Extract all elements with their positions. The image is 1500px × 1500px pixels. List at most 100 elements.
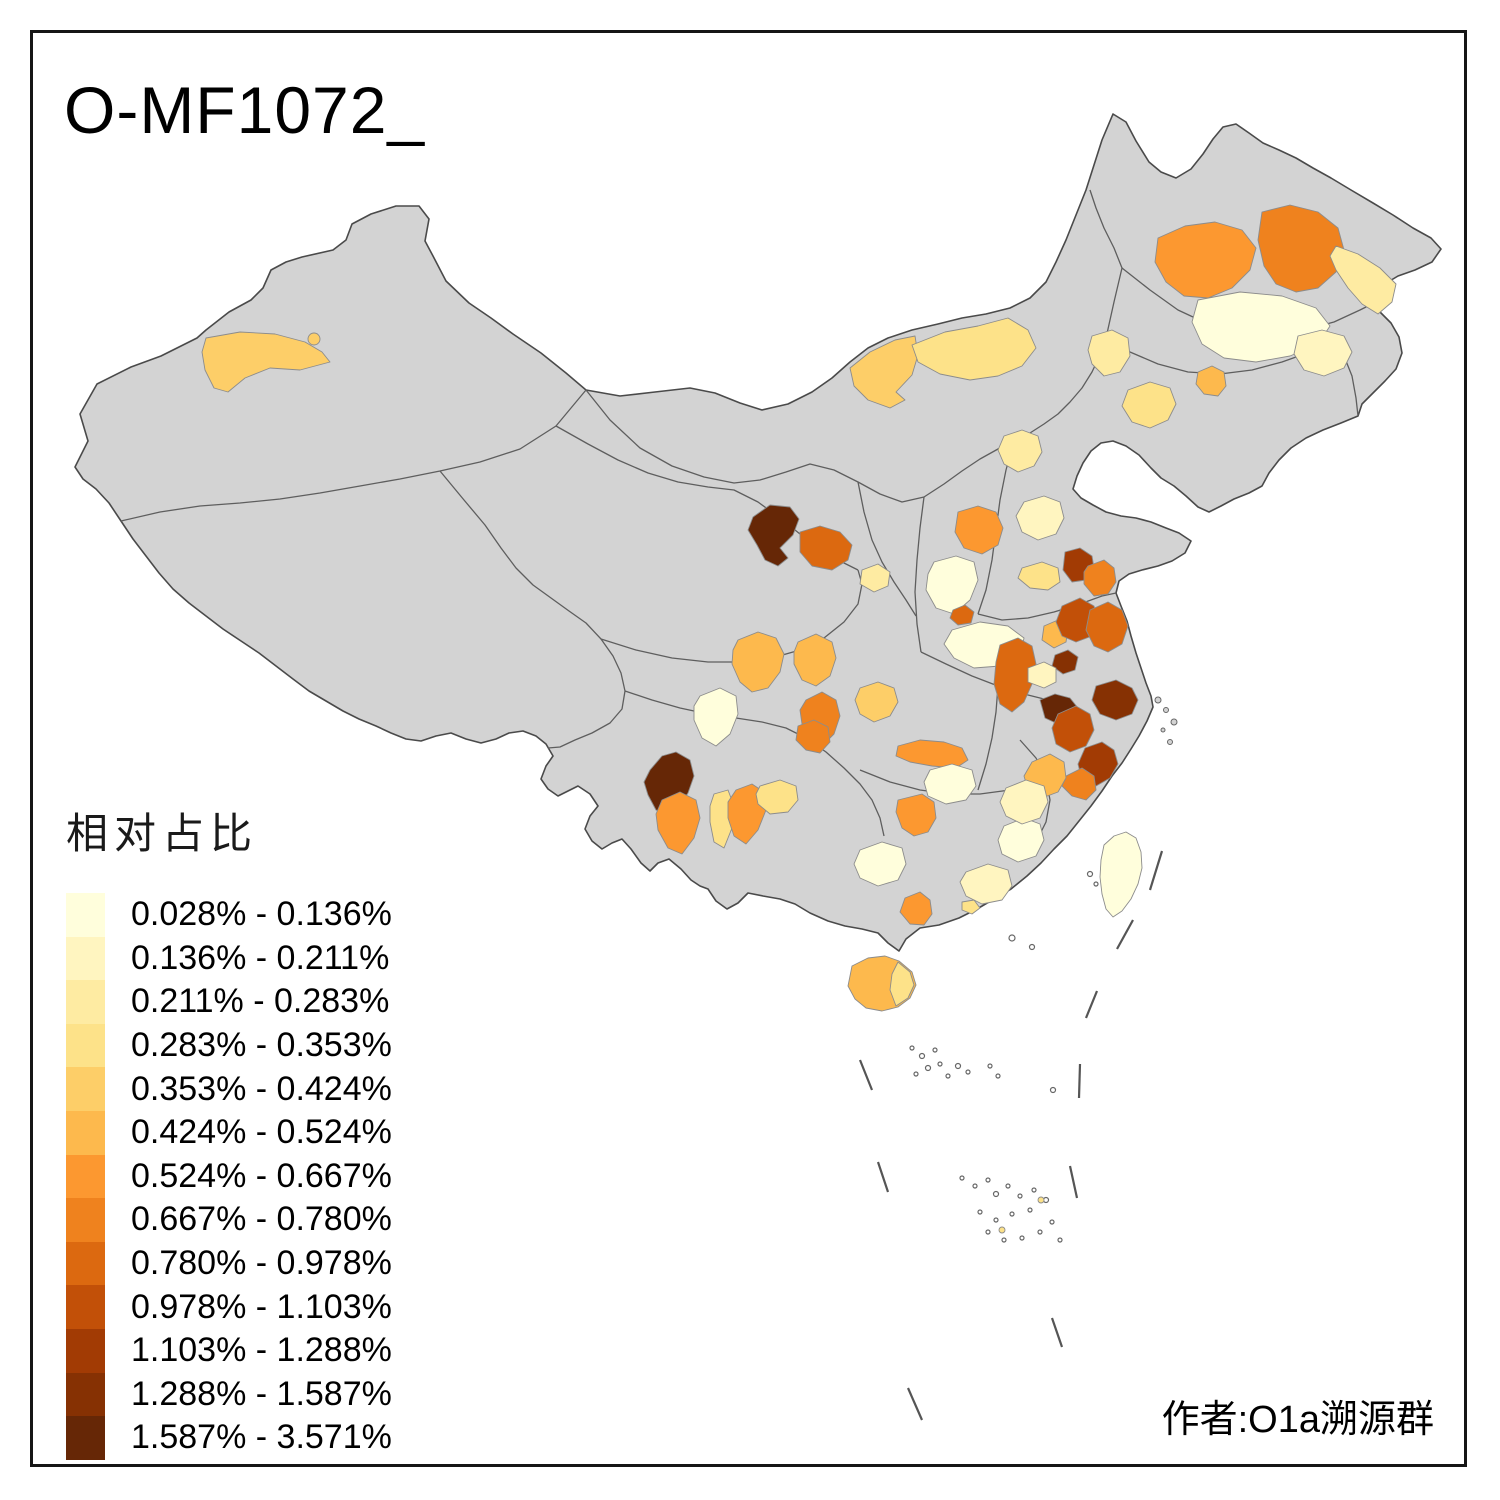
province-boundary (920, 651, 1049, 701)
island (913, 1071, 919, 1077)
map-region (954, 505, 1004, 555)
legend-swatch (66, 893, 105, 937)
legend-swatch (66, 1023, 105, 1068)
island (1017, 1193, 1023, 1199)
island (932, 1047, 938, 1053)
island (1160, 727, 1166, 733)
sea-dash-line (1116, 919, 1134, 950)
map-region (853, 841, 907, 887)
sea-dash-line (1148, 850, 1164, 891)
legend-label: 0.780% - 0.978% (131, 1244, 392, 1283)
sea-dash-line (876, 1161, 890, 1193)
island (924, 1064, 932, 1072)
legend-swatch (66, 1154, 105, 1199)
legend-swatch (66, 1328, 105, 1373)
island (992, 1190, 1000, 1198)
map-region (793, 633, 837, 687)
island (1031, 1187, 1037, 1193)
map-region (747, 504, 800, 567)
legend-items: 0.028% - 0.136% 0.136% - 0.211% 0.211% - 0… (66, 893, 392, 1460)
island (1086, 870, 1094, 878)
map-region (795, 719, 831, 754)
map-region (959, 863, 1013, 905)
province-boundary (120, 389, 587, 522)
island (954, 1062, 962, 1070)
map-region-taiwan (1099, 831, 1143, 918)
map-region (1329, 245, 1397, 315)
legend-item: 1.103% - 1.288% (66, 1328, 392, 1373)
island (1049, 1219, 1055, 1225)
island (995, 1073, 1001, 1079)
island (1005, 1183, 1011, 1189)
map-region (895, 793, 937, 837)
map-region (949, 604, 975, 626)
legend-item: 0.136% - 0.211% (66, 936, 392, 981)
legend-swatch (66, 1241, 105, 1286)
map-region (1017, 561, 1061, 591)
island (909, 1045, 915, 1051)
island (972, 1183, 978, 1189)
map-region (799, 525, 853, 571)
island (985, 1229, 991, 1235)
legend-item: 0.353% - 0.424% (66, 1067, 392, 1111)
map-region (731, 631, 785, 693)
map-region (961, 899, 981, 915)
map-region (999, 779, 1049, 825)
map-region (1154, 221, 1257, 299)
legend-item: 0.780% - 0.978% (66, 1241, 392, 1286)
island (937, 1061, 943, 1067)
legend-item: 0.424% - 0.524% (66, 1110, 392, 1155)
island (1167, 739, 1173, 745)
legend-swatch (66, 1285, 105, 1329)
sea-dash-line (1084, 990, 1099, 1019)
legend-item: 0.524% - 0.667% (66, 1154, 392, 1199)
province-boundary (600, 569, 863, 663)
legend-item: 0.211% - 0.283% (66, 980, 392, 1024)
legend-item: 0.978% - 1.103% (66, 1285, 392, 1329)
map-region (911, 317, 1037, 381)
map-region (727, 783, 767, 845)
legend-swatch (66, 980, 105, 1024)
island (998, 1226, 1006, 1234)
legend-item: 1.587% - 3.571% (66, 1416, 392, 1460)
island (1057, 1237, 1063, 1243)
island (1037, 1229, 1043, 1235)
sea-dash-line (1077, 1063, 1082, 1099)
legend-label: 0.211% - 0.283% (131, 982, 390, 1021)
legend-item: 1.288% - 1.587% (66, 1372, 392, 1417)
island (1019, 1235, 1025, 1241)
island (918, 1052, 926, 1060)
map-region (859, 563, 891, 593)
legend-label: 0.667% - 0.780% (131, 1200, 392, 1239)
island (1028, 943, 1036, 951)
map-region (849, 335, 919, 409)
island (1009, 1211, 1015, 1217)
island (1170, 718, 1178, 726)
map-region (1051, 705, 1095, 753)
island (1163, 707, 1169, 713)
sea-dash-line (858, 1059, 874, 1091)
map-region (1027, 661, 1057, 689)
map-region (1195, 365, 1227, 397)
legend-label: 1.587% - 3.571% (131, 1418, 392, 1457)
map-region (899, 891, 933, 926)
sea-dash-line (906, 1387, 924, 1421)
island (1037, 1196, 1045, 1204)
legend-label: 0.028% - 0.136% (131, 895, 392, 934)
island (965, 1069, 971, 1075)
legend-label: 0.424% - 0.524% (131, 1113, 392, 1152)
legend-swatch (66, 1067, 105, 1111)
island (1001, 1237, 1007, 1243)
map-region (1083, 559, 1117, 597)
province-boundary (914, 496, 925, 653)
island (977, 1209, 983, 1215)
map-region (1091, 679, 1139, 721)
legend-label: 1.103% - 1.288% (131, 1331, 392, 1370)
legend-label: 0.353% - 0.424% (131, 1069, 392, 1108)
island (1154, 696, 1162, 704)
map-region (1061, 767, 1097, 801)
plot-frame (30, 30, 1467, 1467)
legend-item: 0.667% - 0.780% (66, 1198, 392, 1242)
